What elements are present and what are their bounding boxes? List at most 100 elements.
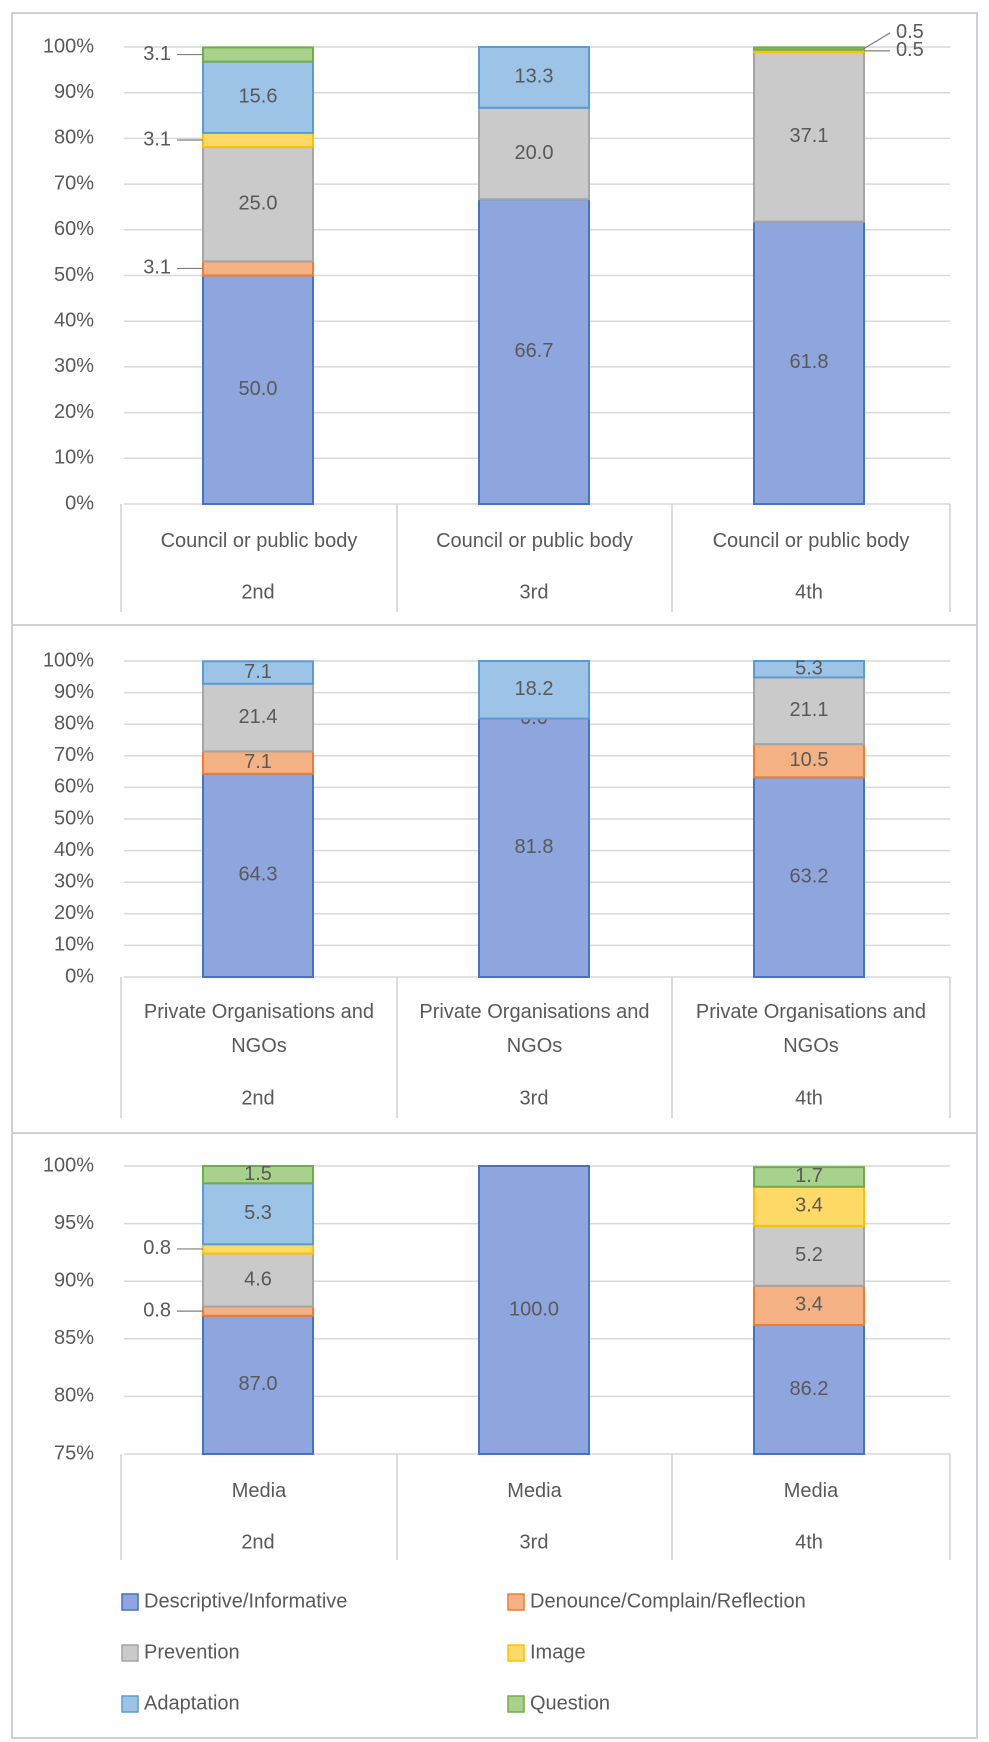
category-group-label: Media (507, 1480, 562, 1502)
bar-segment (202, 1314, 314, 1456)
y-tick-label: 10% (54, 934, 94, 956)
data-label: 63.2 (790, 865, 829, 887)
category-group-label: Council or public body (160, 530, 358, 552)
y-tick-label: 50% (54, 807, 94, 829)
y-tick-label: 90% (54, 81, 94, 103)
data-label: 81.8 (515, 836, 554, 858)
y-tick-label: 90% (54, 681, 94, 703)
y-tick-label: 20% (54, 902, 94, 924)
y-tick-label: 100% (43, 35, 94, 57)
legend-label: Adaptation (144, 1692, 240, 1714)
data-label: 37.1 (790, 125, 829, 147)
y-tick-label: 100% (43, 1154, 94, 1176)
x-tick-label: 4th (795, 581, 823, 603)
bar-segment (202, 274, 314, 505)
bar-segment (753, 46, 865, 51)
y-tick-label: 60% (54, 218, 94, 240)
y-tick-label: 40% (54, 839, 94, 861)
bar-segment (202, 1243, 314, 1255)
data-label: 87.0 (239, 1373, 278, 1395)
x-tick-label: 2nd (241, 581, 274, 603)
bar-segment (753, 1185, 865, 1227)
y-tick-label: 60% (54, 776, 94, 798)
bar-segment (478, 660, 590, 720)
y-tick-label: 10% (54, 447, 94, 469)
data-label: 21.1 (790, 699, 829, 721)
data-label: 3.1 (143, 43, 171, 65)
data-label: 1.7 (795, 1165, 823, 1187)
data-label: 18.2 (515, 678, 554, 700)
category-group-label: Council or public body (436, 530, 633, 552)
y-tick-label: 70% (54, 744, 94, 766)
data-label: 5.3 (795, 657, 823, 679)
category-group-label: Private Organisations and NGOs (143, 1001, 375, 1057)
y-tick-label: 20% (54, 401, 94, 423)
legend-label: Image (530, 1641, 586, 1663)
bar-segment (202, 46, 314, 63)
data-label: 0.8 (143, 1299, 171, 1321)
category-group-label: Media (231, 1480, 287, 1502)
data-label: 13.3 (515, 66, 554, 88)
data-label: 5.3 (244, 1202, 272, 1224)
data-label: 3.4 (795, 1294, 823, 1316)
data-label: 5.2 (795, 1244, 823, 1266)
bar-segment (753, 660, 865, 679)
bar-segment (478, 46, 590, 109)
category-group-label: Media (783, 1480, 839, 1502)
legend-swatch (121, 1695, 139, 1713)
y-tick-label: 100% (43, 649, 94, 671)
bar-segment (753, 220, 865, 505)
bar-segment (202, 146, 314, 263)
y-tick-label: 80% (54, 127, 94, 149)
data-label: 0.5 (896, 21, 924, 43)
bar-segment (202, 660, 314, 685)
data-label: 50.0 (239, 378, 278, 400)
legend-swatch (121, 1593, 139, 1611)
data-label: 21.4 (239, 706, 278, 728)
bar-segment (478, 717, 590, 979)
y-tick-label: 0% (65, 965, 94, 987)
y-tick-label: 70% (54, 172, 94, 194)
legend-swatch (121, 1644, 139, 1662)
legend-swatch (507, 1695, 525, 1713)
leader-line (863, 32, 891, 50)
bar-segment (753, 776, 865, 979)
x-tick-label: 3rd (520, 581, 549, 603)
y-tick-label: 80% (54, 1385, 94, 1407)
data-label: 10.5 (790, 749, 829, 771)
data-label: 25.0 (239, 192, 278, 214)
bar-segment (753, 51, 865, 223)
bar-segment (202, 131, 314, 149)
y-tick-label: 30% (54, 355, 94, 377)
bar-segment (753, 676, 865, 746)
bar-segment (202, 1165, 314, 1185)
y-tick-label: 90% (54, 1269, 94, 1291)
bar-segment (753, 1284, 865, 1326)
data-label: 3.4 (795, 1195, 823, 1217)
y-tick-label: 0% (65, 492, 94, 514)
y-tick-label: 80% (54, 712, 94, 734)
data-label: 7.1 (244, 751, 272, 773)
x-tick-label: 2nd (241, 1087, 274, 1109)
bar-segment (202, 1182, 314, 1246)
data-label: 3.1 (143, 128, 171, 150)
legend-label: Prevention (144, 1641, 240, 1663)
y-tick-label: 50% (54, 264, 94, 286)
x-tick-label: 2nd (241, 1531, 274, 1553)
data-label: 66.7 (515, 340, 554, 362)
legend-swatch (507, 1593, 525, 1611)
bar-segment (478, 1165, 590, 1455)
data-label: 0.8 (143, 1237, 171, 1259)
category-group-label: Council or public body (712, 530, 910, 552)
data-label: 61.8 (790, 351, 829, 373)
y-tick-label: 95% (54, 1212, 94, 1234)
x-tick-label: 3rd (520, 1087, 549, 1109)
bar-segment (202, 772, 314, 979)
page-border (11, 12, 978, 1739)
legend-label: Denounce/Complain/Reflection (530, 1590, 806, 1612)
bar-segment (202, 260, 314, 277)
data-label: 15.6 (239, 86, 278, 108)
data-label: 86.2 (790, 1378, 829, 1400)
legend-label: Descriptive/Informative (144, 1590, 347, 1612)
